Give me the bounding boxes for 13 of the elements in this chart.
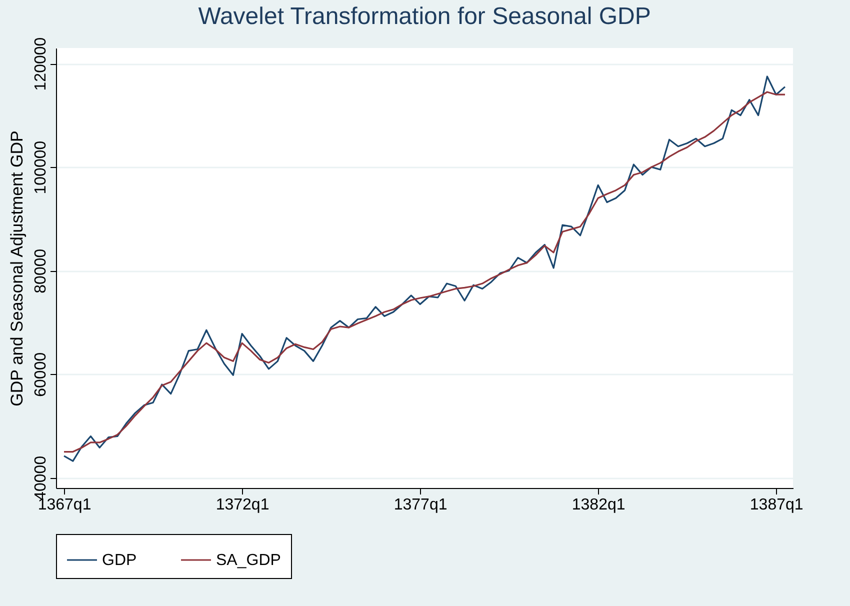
y-tick-label: 60000 xyxy=(32,352,50,397)
y-tick-label: 120000 xyxy=(32,37,50,91)
y-tick-label: 80000 xyxy=(32,248,50,294)
x-tick-label: 1372q1 xyxy=(216,496,270,514)
legend-label: SA_GDP xyxy=(216,552,281,569)
legend-label: GDP xyxy=(102,552,137,569)
chart-title: Wavelet Transformation for Seasonal GDP xyxy=(198,2,651,30)
y-axis-title: GDP and Seasonal Adjustment GDP xyxy=(8,130,26,406)
y-tick-label: 100000 xyxy=(32,140,50,194)
x-tick-label: 1377q1 xyxy=(394,496,448,514)
x-tick-label: 1367q1 xyxy=(38,496,92,514)
x-tick-label: 1382q1 xyxy=(572,496,626,514)
x-tick-label: 1387q1 xyxy=(750,496,804,514)
